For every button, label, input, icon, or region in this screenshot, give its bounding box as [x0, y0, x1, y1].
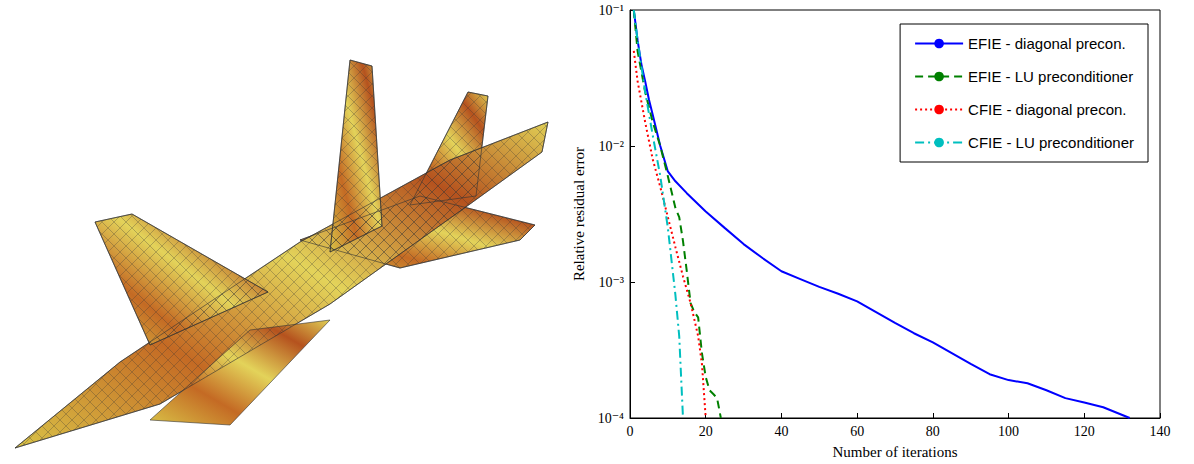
svg-text:EFIE - diagonal precon.: EFIE - diagonal precon.: [968, 35, 1126, 52]
svg-text:20: 20: [699, 424, 713, 439]
svg-text:0: 0: [627, 424, 634, 439]
svg-text:10⁻⁴: 10⁻⁴: [598, 411, 624, 426]
svg-text:100: 100: [998, 424, 1019, 439]
svg-text:10⁻¹: 10⁻¹: [598, 3, 624, 18]
svg-text:10⁻²: 10⁻²: [598, 139, 624, 154]
svg-text:140: 140: [1150, 424, 1171, 439]
svg-text:EFIE - LU preconditioner: EFIE - LU preconditioner: [968, 68, 1133, 85]
svg-text:Number of iterations: Number of iterations: [833, 444, 958, 460]
svg-text:120: 120: [1074, 424, 1095, 439]
svg-text:60: 60: [850, 424, 864, 439]
svg-text:80: 80: [926, 424, 940, 439]
svg-text:CFIE - diagonal precon.: CFIE - diagonal precon.: [968, 101, 1126, 118]
svg-text:10⁻³: 10⁻³: [598, 275, 624, 290]
svg-text:Relative residual error: Relative residual error: [571, 147, 587, 281]
svg-text:40: 40: [774, 424, 788, 439]
svg-text:CFIE - LU preconditioner: CFIE - LU preconditioner: [968, 134, 1134, 151]
